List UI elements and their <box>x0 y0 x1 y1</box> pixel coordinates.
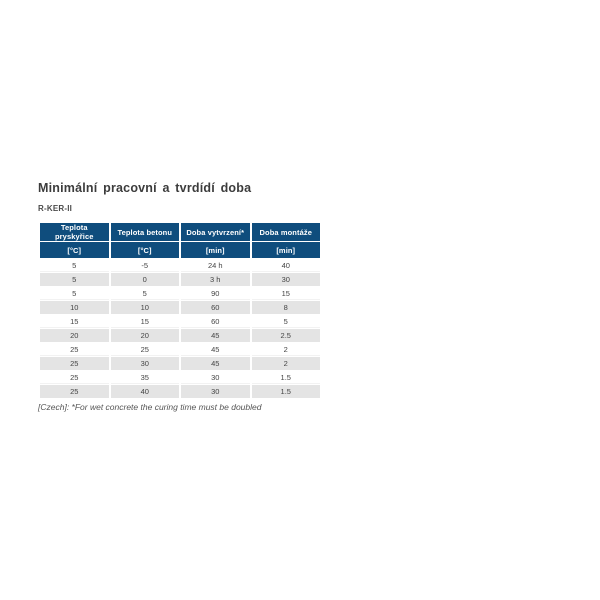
datasheet-section: Minimální pracovní a tvrdídí doba R-KER-… <box>38 181 338 413</box>
header-label-row: Teplota pryskyřice Teplota betonu Doba vyt… <box>40 223 320 241</box>
table-cell: 20 <box>110 329 179 342</box>
table-cell: 5 <box>251 315 320 328</box>
table-cell: 15 <box>251 287 320 300</box>
table-cell: 25 <box>40 357 109 370</box>
column-unit-2: [min] <box>181 242 250 258</box>
table-cell: 0 <box>110 273 179 286</box>
table-cell: 60 <box>181 301 250 314</box>
table-row: 15 15 60 5 <box>40 315 320 328</box>
table-head: Teplota pryskyřice Teplota betonu Doba vyt… <box>40 223 320 258</box>
table-cell: 1.5 <box>251 371 320 384</box>
header-unit-row: [°C] [°C] [min] [min] <box>40 242 320 258</box>
table-cell: 40 <box>110 385 179 398</box>
column-unit-3: [min] <box>251 242 320 258</box>
table-cell: 20 <box>40 329 109 342</box>
table-cell: 30 <box>181 385 250 398</box>
table-row: 10 10 60 8 <box>40 301 320 314</box>
table-cell: 60 <box>181 315 250 328</box>
column-header-3: Doba montáže <box>251 223 320 241</box>
table-cell: 5 <box>40 273 109 286</box>
table-row: 5 5 90 15 <box>40 287 320 300</box>
table-cell: 35 <box>110 371 179 384</box>
column-unit-0: [°C] <box>40 242 109 258</box>
table-cell: 90 <box>181 287 250 300</box>
table-cell: 15 <box>110 315 179 328</box>
table-cell: 25 <box>110 343 179 356</box>
table-cell: 5 <box>110 287 179 300</box>
table-row: 20 20 45 2.5 <box>40 329 320 342</box>
table-row: 5 -5 24 h 40 <box>40 259 320 272</box>
table-cell: 5 <box>40 287 109 300</box>
table-cell: 30 <box>251 273 320 286</box>
table-body: 5 -5 24 h 40 5 0 3 h 30 5 5 90 15 10 10 60 8 15 15 60 5 20 20… <box>40 259 320 398</box>
page-title: Minimální pracovní a tvrdídí doba <box>38 181 252 195</box>
table-cell: 45 <box>181 357 250 370</box>
table-cell: 24 h <box>181 259 250 272</box>
table-cell: 30 <box>110 357 179 370</box>
table-row: 25 30 45 2 <box>40 357 320 370</box>
table-cell: -5 <box>110 259 179 272</box>
table-cell: 2 <box>251 357 320 370</box>
table-cell: 45 <box>181 329 250 342</box>
table-row: 25 25 45 2 <box>40 343 320 356</box>
table-cell: 3 h <box>181 273 250 286</box>
table-row: 25 35 30 1.5 <box>40 371 320 384</box>
table-cell: 45 <box>181 343 250 356</box>
table-cell: 10 <box>40 301 109 314</box>
table-cell: 8 <box>251 301 320 314</box>
table-row: 25 40 30 1.5 <box>40 385 320 398</box>
column-header-2: Doba vytvrzení* <box>181 223 250 241</box>
table-cell: 30 <box>181 371 250 384</box>
table-cell: 10 <box>110 301 179 314</box>
column-header-0: Teplota pryskyřice <box>40 223 109 241</box>
curing-time-table: Teplota pryskyřice Teplota betonu Doba vyt… <box>38 222 322 399</box>
table-cell: 40 <box>251 259 320 272</box>
table-cell: 25 <box>40 385 109 398</box>
product-code: R-KER-II <box>38 204 73 213</box>
column-unit-1: [°C] <box>110 242 179 258</box>
table-footnote: [Czech]: *For wet concrete the curing ti… <box>38 402 262 412</box>
table-cell: 2.5 <box>251 329 320 342</box>
table-cell: 5 <box>40 259 109 272</box>
table-cell: 15 <box>40 315 109 328</box>
table-cell: 2 <box>251 343 320 356</box>
table-cell: 25 <box>40 343 109 356</box>
column-header-1: Teplota betonu <box>110 223 179 241</box>
table-cell: 1.5 <box>251 385 320 398</box>
table-cell: 25 <box>40 371 109 384</box>
